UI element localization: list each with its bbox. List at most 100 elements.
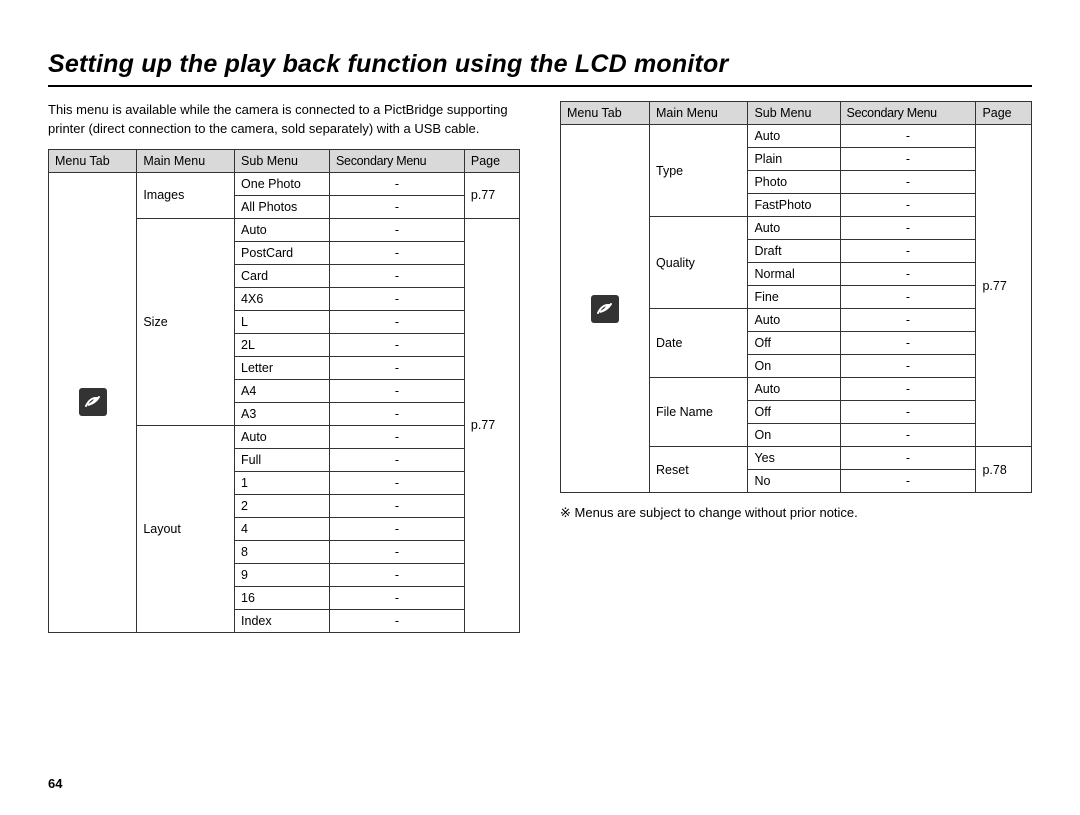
- page-reset: p.78: [976, 447, 1032, 493]
- sec: -: [840, 401, 976, 424]
- sub: Yes: [748, 447, 840, 470]
- main-quality: Quality: [650, 217, 748, 309]
- sec: -: [330, 264, 465, 287]
- sec: -: [330, 172, 465, 195]
- sub: 2: [235, 494, 330, 517]
- page-right-group: p.77: [976, 125, 1032, 447]
- sec: -: [330, 517, 465, 540]
- footnote: ※ Menus are subject to change without pr…: [560, 505, 1032, 521]
- th-main-menu: Main Menu: [137, 149, 235, 172]
- sub: 8: [235, 540, 330, 563]
- sub: No: [748, 470, 840, 493]
- sec: -: [330, 609, 465, 632]
- sec: -: [840, 194, 976, 217]
- sub: FastPhoto: [748, 194, 840, 217]
- intro-text: This menu is available while the camera …: [48, 101, 520, 139]
- page-title: Setting up the play back function using …: [48, 50, 1032, 87]
- menu-tab-icon-cell: [561, 125, 650, 493]
- sub: Auto: [748, 125, 840, 148]
- sec: -: [330, 310, 465, 333]
- th-page: Page: [976, 102, 1032, 125]
- sub: Plain: [748, 148, 840, 171]
- sec: -: [330, 195, 465, 218]
- sec: -: [330, 333, 465, 356]
- page-size-layout: p.77: [464, 218, 519, 632]
- sec: -: [330, 356, 465, 379]
- sub: Auto: [748, 309, 840, 332]
- sub: PostCard: [235, 241, 330, 264]
- th-secondary-menu: Secondary Menu: [330, 149, 465, 172]
- sec: -: [840, 263, 976, 286]
- sec: -: [840, 378, 976, 401]
- sub: 4: [235, 517, 330, 540]
- th-menu-tab: Menu Tab: [561, 102, 650, 125]
- sec: -: [330, 540, 465, 563]
- main-reset: Reset: [650, 447, 748, 493]
- sec: -: [330, 402, 465, 425]
- sec: -: [840, 286, 976, 309]
- pictbridge-icon: [79, 388, 107, 416]
- sub: 1: [235, 471, 330, 494]
- sec: -: [330, 287, 465, 310]
- sec: -: [330, 218, 465, 241]
- sub: One Photo: [235, 172, 330, 195]
- sec: -: [330, 448, 465, 471]
- sec: -: [840, 309, 976, 332]
- sec: -: [330, 241, 465, 264]
- sec: -: [840, 217, 976, 240]
- sec: -: [840, 332, 976, 355]
- right-menu-table: Menu Tab Main Menu Sub Menu Secondary Me…: [560, 101, 1032, 493]
- sub: Full: [235, 448, 330, 471]
- sub: 4X6: [235, 287, 330, 310]
- sec: -: [330, 563, 465, 586]
- page-images: p.77: [464, 172, 519, 218]
- th-menu-tab: Menu Tab: [49, 149, 137, 172]
- sec: -: [840, 240, 976, 263]
- main-layout: Layout: [137, 425, 235, 632]
- sec: -: [840, 470, 976, 493]
- sub: All Photos: [235, 195, 330, 218]
- sec: -: [840, 125, 976, 148]
- sub: Auto: [748, 217, 840, 240]
- th-sub-menu: Sub Menu: [235, 149, 330, 172]
- sub: Card: [235, 264, 330, 287]
- sub: Off: [748, 401, 840, 424]
- sub: On: [748, 424, 840, 447]
- sub: Index: [235, 609, 330, 632]
- sub: 9: [235, 563, 330, 586]
- left-menu-table: Menu Tab Main Menu Sub Menu Secondary Me…: [48, 149, 520, 633]
- th-main-menu: Main Menu: [650, 102, 748, 125]
- sub: A4: [235, 379, 330, 402]
- sub: Photo: [748, 171, 840, 194]
- sub: Letter: [235, 356, 330, 379]
- sec: -: [330, 494, 465, 517]
- th-sub-menu: Sub Menu: [748, 102, 840, 125]
- main-filename: File Name: [650, 378, 748, 447]
- main-images: Images: [137, 172, 235, 218]
- sec: -: [330, 425, 465, 448]
- page-number: 64: [48, 776, 62, 791]
- sec: -: [840, 424, 976, 447]
- menu-tab-icon-cell: [49, 172, 137, 632]
- sub: Draft: [748, 240, 840, 263]
- th-page: Page: [464, 149, 519, 172]
- sub: Off: [748, 332, 840, 355]
- th-secondary-menu: Secondary Menu: [840, 102, 976, 125]
- pictbridge-icon: [591, 295, 619, 323]
- sub: Normal: [748, 263, 840, 286]
- main-size: Size: [137, 218, 235, 425]
- sec: -: [840, 447, 976, 470]
- sec: -: [840, 355, 976, 378]
- sub: Fine: [748, 286, 840, 309]
- sec: -: [330, 379, 465, 402]
- sub: 2L: [235, 333, 330, 356]
- main-type: Type: [650, 125, 748, 217]
- main-date: Date: [650, 309, 748, 378]
- sec: -: [840, 171, 976, 194]
- sub: Auto: [235, 218, 330, 241]
- sub: Auto: [235, 425, 330, 448]
- sub: 16: [235, 586, 330, 609]
- sec: -: [840, 148, 976, 171]
- sub: A3: [235, 402, 330, 425]
- sec: -: [330, 471, 465, 494]
